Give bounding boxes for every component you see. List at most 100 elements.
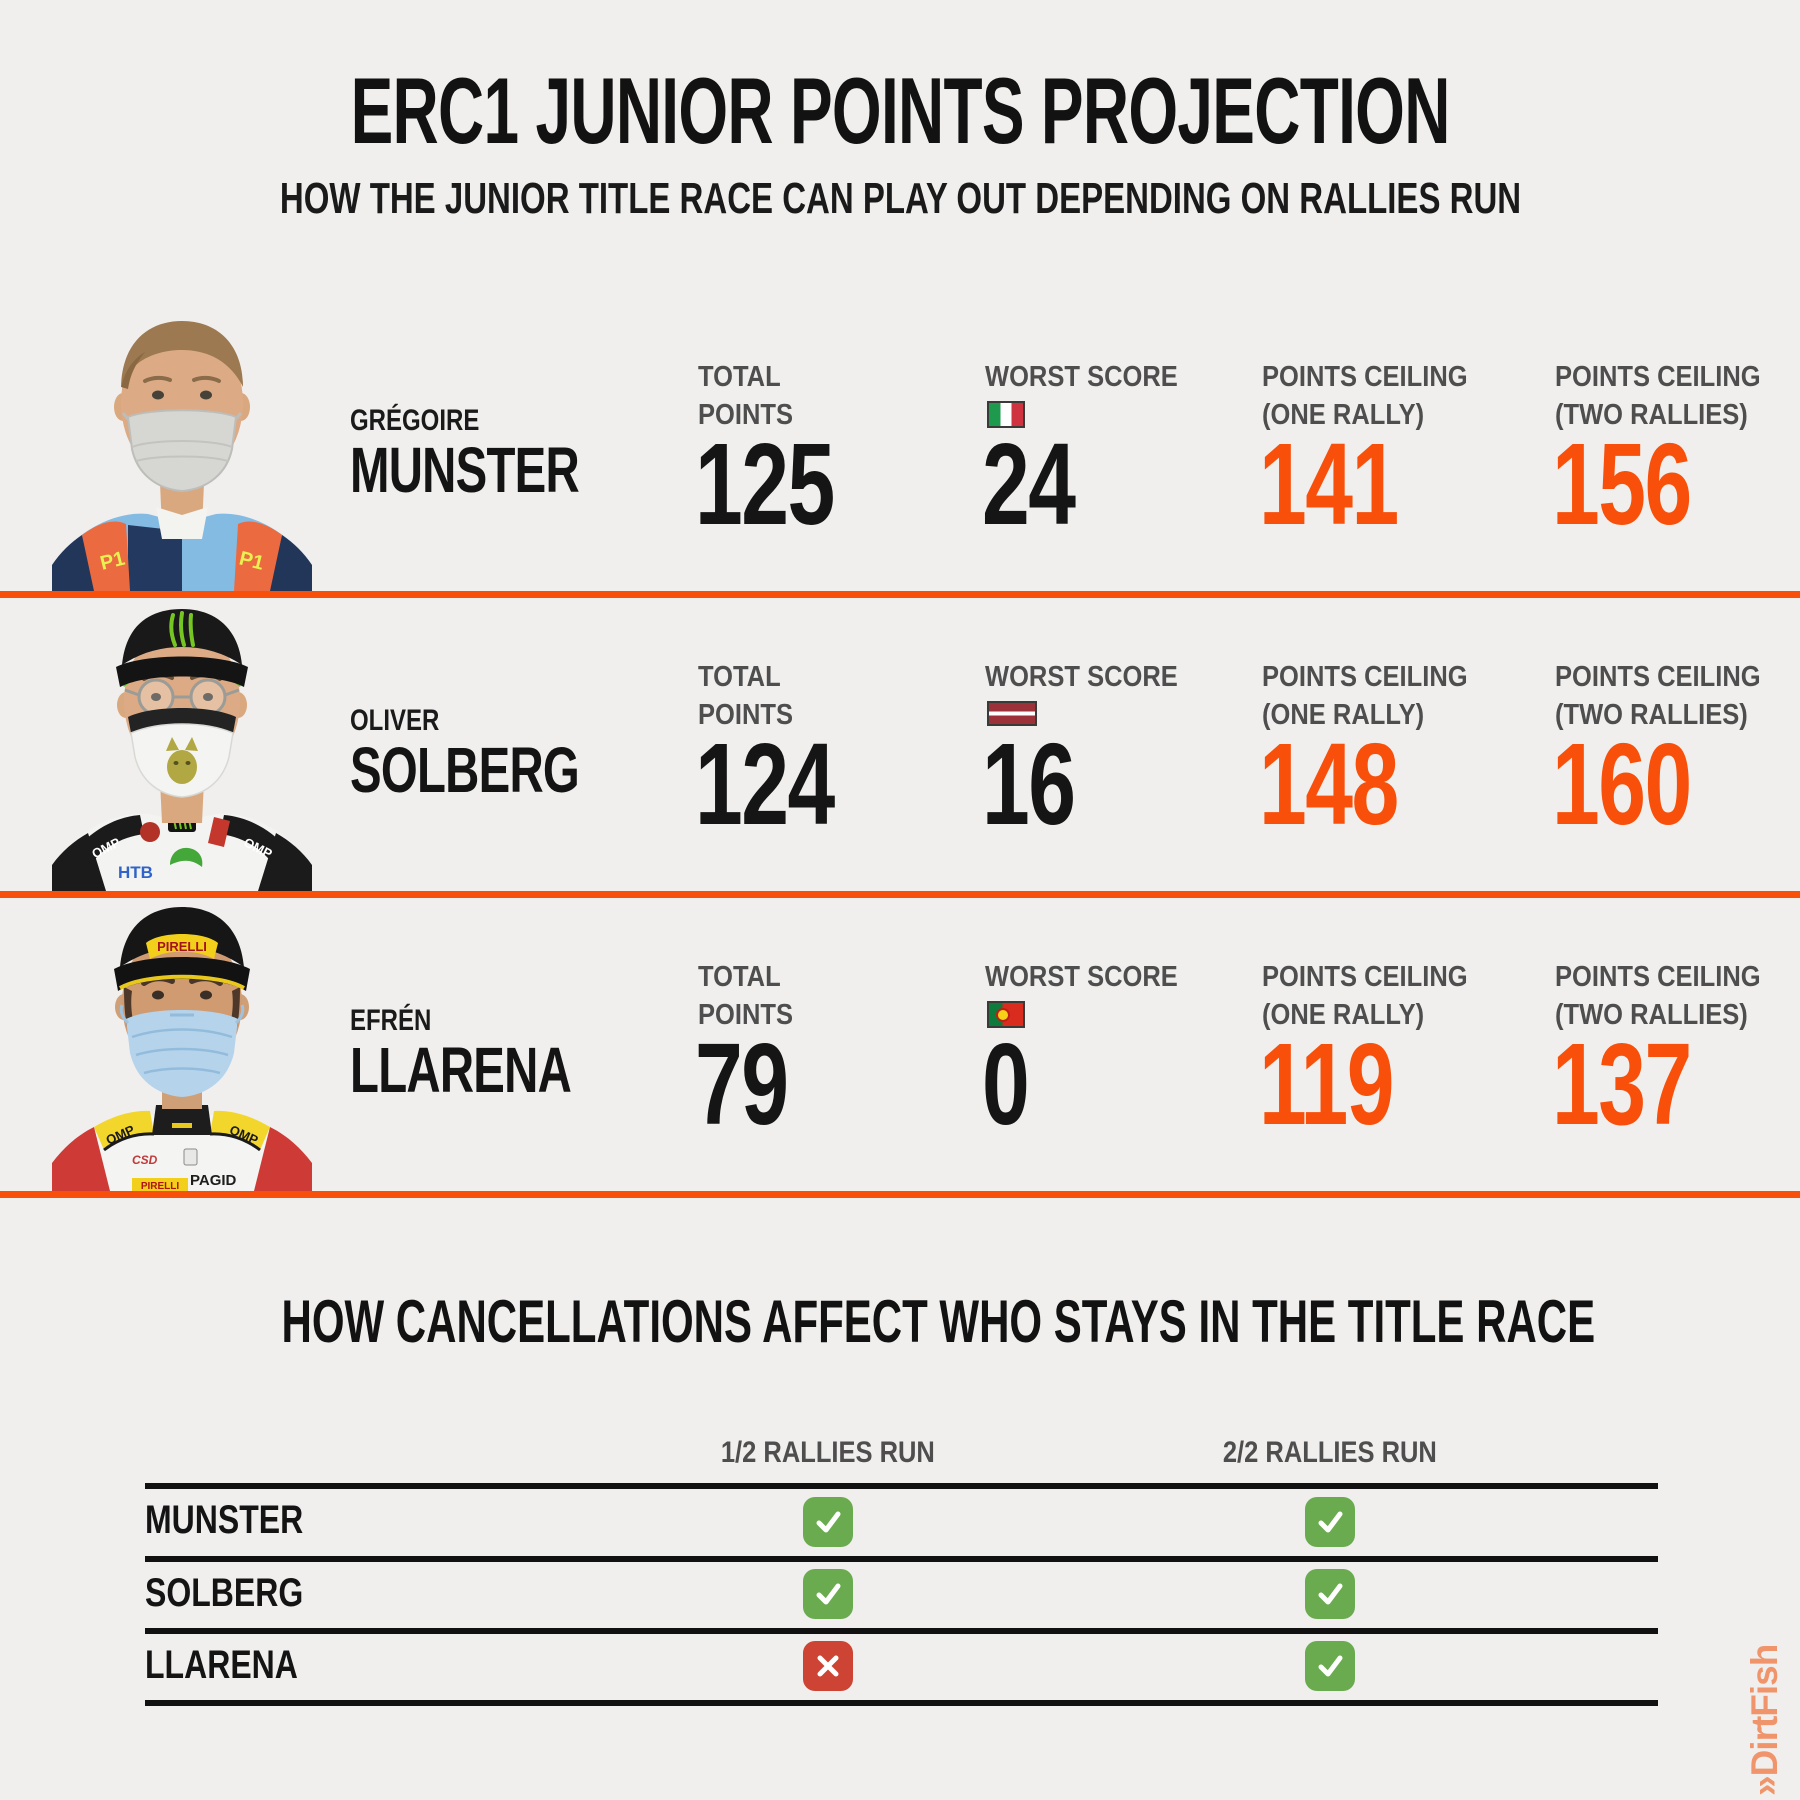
stat-value: 124 [695,719,835,849]
stat-label: POINTS CEILING (TWO RALLIES) [1555,661,1761,731]
stat-points-ceiling-one-rally: POINTS CEILING (ONE RALLY) 141 [1259,361,1537,549]
neck-collar [156,483,208,539]
driver-row-munster: P1 P1 [0,219,1800,598]
stat-label: POINTS CEILING (ONE RALLY) [1262,961,1468,1031]
driver-last-name: SOLBERG [350,734,580,806]
table-divider-line [145,1483,1658,1489]
worst-score-flag-icon [987,401,1025,428]
row-divider [0,891,1800,898]
stat-value: 79 [695,1019,789,1149]
result-badge [1305,1641,1355,1691]
driver-first-name: EFRÉN [350,1004,432,1037]
table-divider-line [145,1628,1658,1634]
driver-name-block: GRÉGOIRE MUNSTER [350,404,659,502]
cross-icon [817,1655,839,1677]
stat-worst-score: WORST SCORE 0 [982,961,1260,1149]
driver-photo-munster: P1 P1 [52,321,312,591]
cap-logo-text: PIRELLI [157,939,207,954]
stat-value: 0 [982,1019,1030,1149]
table-divider-line [145,1700,1658,1706]
column-header-all-rallies: 2/2 RALLIES RUN [1223,1436,1437,1469]
driver-last-name: LLARENA [350,1034,572,1106]
page-title-text: ERC1 JUNIOR POINTS PROJECTION [350,58,1450,163]
stat-label: TOTAL POINTS [698,361,794,431]
driver-row-solberg: OMP OMP HTB [0,598,1800,898]
check-icon [1318,1583,1343,1605]
suit-logo-text: HTB [118,863,153,882]
result-badge [803,1641,853,1691]
stat-label: POINTS CEILING (TWO RALLIES) [1555,361,1761,431]
stat-value: 141 [1259,419,1399,549]
stat-label: TOTAL POINTS [698,661,794,731]
cancellations-section: HOW CANCELLATIONS AFFECT WHO STAYS IN TH… [0,1240,1800,1800]
rally-suit: OMP OMP CSD PAGID PIRELLI [52,1105,312,1191]
monster-cap [116,609,248,687]
suit-logo-text: PAGID [190,1172,237,1189]
rally-suit: P1 P1 [52,513,312,591]
stat-points-ceiling-one-rally: POINTS CEILING (ONE RALLY) 119 [1259,961,1537,1149]
table-row-name: LLARENA [145,1643,298,1687]
rally-suit: OMP OMP HTB [52,813,312,891]
driver-photo-llarena: OMP OMP CSD PAGID PIRELLI [52,907,312,1191]
stat-worst-score: WORST SCORE 24 [982,361,1260,549]
stat-value: 16 [982,719,1076,849]
stat-value: 125 [695,419,835,549]
stat-value: 137 [1552,1019,1692,1149]
table-row-name: SOLBERG [145,1571,304,1615]
driver-last-name: MUNSTER [350,434,580,506]
stat-label: TOTAL POINTS [698,961,794,1031]
stat-label: POINTS CEILING (ONE RALLY) [1262,661,1468,731]
column-header-half-rallies: 1/2 RALLIES RUN [721,1436,935,1469]
dirtfish-watermark: »DirtFish [1744,1606,1786,1796]
stat-label: WORST SCORE [985,961,1178,993]
stat-value: 24 [982,419,1076,549]
page-subtitle: HOW THE JUNIOR TITLE RACE CAN PLAY OUT D… [0,174,1800,224]
stat-total-points: TOTAL POINTS 125 [695,361,973,549]
worst-score-flag-icon [987,1001,1025,1028]
stat-worst-score: WORST SCORE 16 [982,661,1260,849]
page-subtitle-text: HOW THE JUNIOR TITLE RACE CAN PLAY OUT D… [279,174,1521,223]
table-divider-line [145,1556,1658,1562]
driver-first-name: OLIVER [350,704,440,737]
driver-photo-solberg: OMP OMP HTB [52,609,312,891]
stat-value: 148 [1259,719,1399,849]
stat-total-points: TOTAL POINTS 124 [695,661,973,849]
stat-label: WORST SCORE [985,661,1178,693]
page-title: ERC1 JUNIOR POINTS PROJECTION [0,58,1800,163]
stat-value: 119 [1259,1019,1395,1149]
driver-first-name: GRÉGOIRE [350,404,480,437]
result-badge [803,1497,853,1547]
check-icon [816,1583,841,1605]
face-mask [128,708,236,798]
stat-points-ceiling-two-rallies: POINTS CEILING (TWO RALLIES) 156 [1552,361,1800,549]
check-icon [1318,1655,1343,1677]
table-row-name: MUNSTER [145,1498,304,1542]
cancellations-heading: HOW CANCELLATIONS AFFECT WHO STAYS IN TH… [281,1288,1596,1355]
row-divider [0,591,1800,598]
driver-name-block: OLIVER SOLBERG [350,704,659,802]
suit-logo-text: CSD [132,1153,158,1167]
stat-value: 160 [1552,719,1692,849]
dirtfish-logo-mark: » [1744,1776,1785,1796]
stat-label: POINTS CEILING (ONE RALLY) [1262,361,1468,431]
stat-total-points: TOTAL POINTS 79 [695,961,973,1149]
dirtfish-logo-text: DirtFish [1744,1644,1785,1777]
driver-name-block: EFRÉN LLARENA [350,1004,649,1102]
stat-points-ceiling-two-rallies: POINTS CEILING (TWO RALLIES) 137 [1552,961,1800,1149]
suit-logo-text: PIRELLI [141,1181,180,1191]
pirelli-cap: PIRELLI [114,907,250,991]
driver-row-llarena: OMP OMP CSD PAGID PIRELLI [0,898,1800,1198]
monster-claw-icon [169,611,195,647]
check-icon [816,1511,841,1533]
stat-points-ceiling-two-rallies: POINTS CEILING (TWO RALLIES) 160 [1552,661,1800,849]
row-divider [0,1191,1800,1198]
result-badge [1305,1497,1355,1547]
stat-value: 156 [1552,419,1692,549]
result-badge [803,1569,853,1619]
check-icon [1318,1511,1343,1533]
stat-label: POINTS CEILING (TWO RALLIES) [1555,961,1761,1031]
stat-label: WORST SCORE [985,361,1178,393]
stat-points-ceiling-one-rally: POINTS CEILING (ONE RALLY) 148 [1259,661,1537,849]
worst-score-flag-icon [987,701,1037,726]
